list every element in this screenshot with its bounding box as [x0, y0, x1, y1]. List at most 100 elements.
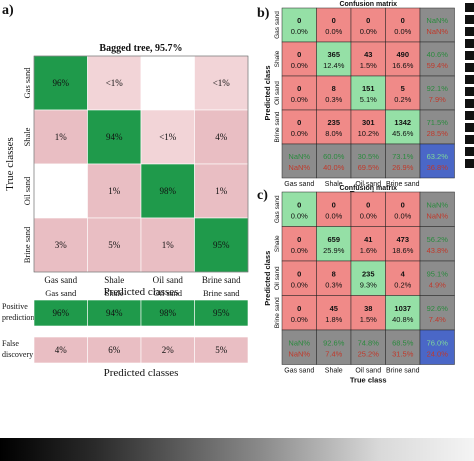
cm-c-cell-r3-c2 [350, 295, 386, 331]
summary-cell-label: 4% [55, 345, 68, 355]
summary-xtick: Shale [105, 288, 124, 298]
cm-b-cell-percent: 0.0% [325, 27, 342, 36]
cm-c-cell-r1-c1 [316, 226, 352, 262]
heatmap-a-cell-label: 5% [108, 240, 121, 250]
cm-c-ytick: Gas sand [274, 195, 281, 223]
cm-b-cell-percent: 10.2% [358, 129, 380, 138]
cm-c-cell-value: 92.6% [323, 338, 345, 347]
cm-b-cell-r1-c2 [350, 41, 386, 77]
cm-b-xtick: Oil sand [355, 181, 381, 188]
heatmap-a-cell-label: 1% [55, 132, 68, 142]
cm-b-cell-value: 60.0% [323, 152, 345, 161]
cm-c-cell-r3-c1 [316, 295, 352, 331]
cm-c-xtick: Brine sand [386, 368, 420, 375]
cm-c-ytick: Oil sand [274, 266, 281, 290]
cm-b-cell-value: 63.2% [427, 152, 449, 161]
cm-c-ytick: Shale [274, 235, 281, 252]
cm-c-cell-value: NaN% [288, 338, 310, 347]
panel-label-b: b) [257, 6, 270, 21]
cm-c-cell-value: 659 [327, 235, 340, 244]
summary-row-label: False [2, 339, 19, 348]
summary-cell-r0-c3 [194, 299, 249, 327]
cm-c-cell-percent: 18.6% [392, 246, 414, 255]
panel-label-c: c) [257, 188, 268, 203]
cm-b-cell-percent: 69.5% [358, 163, 380, 172]
cm-c-cell-value: 41 [364, 235, 372, 244]
cm-b-cell-percent: 5.1% [360, 95, 377, 104]
summary-cell-r1-c1 [87, 336, 142, 364]
cm-b-cell-percent: 0.0% [291, 95, 308, 104]
cm-b-cell-r0-c1 [316, 7, 352, 43]
cm-c-cell-value: 56.2% [427, 235, 449, 244]
summary-cell-r1-c0 [33, 336, 88, 364]
cm-c-cell-r0-c0 [281, 191, 317, 227]
cm-b-cell-value: 30.5% [358, 152, 380, 161]
cm-b-cell-percent: 1.5% [360, 61, 377, 70]
cm-c-cell-value: 473 [396, 235, 409, 244]
cm-c-cell-r1-c3 [385, 226, 421, 262]
cm-c-cell-value: 95.1% [427, 269, 449, 278]
cm-b-xtick: Gas sand [284, 181, 314, 188]
heatmap-a-cell-r2-c3 [194, 163, 249, 219]
cm-b-cell-r1-c3 [385, 41, 421, 77]
heatmap-a-cell-label: 1% [108, 186, 121, 196]
cm-c-cell-value: 0 [401, 200, 405, 209]
cm-c-cell-value: 0 [366, 200, 370, 209]
cm-b-cell-percent: 0.0% [291, 61, 308, 70]
cm-c-cell-percent: 7.4% [325, 349, 342, 358]
cm-b-cell-percent: 12.4% [323, 61, 345, 70]
cm-b-cell-percent: 0.0% [360, 27, 377, 36]
cm-b-cell-r4-c0 [281, 143, 317, 179]
cm-b-xtick: Brine sand [386, 181, 420, 188]
heatmap-a-cell-label: 4% [215, 132, 228, 142]
cm-b-cell-percent: 0.0% [394, 27, 411, 36]
cm-b-cell-percent: 36.8% [427, 163, 449, 172]
cm-c-cell-r0-c2 [350, 191, 386, 227]
cm-c-cell-r2-c2 [350, 260, 386, 296]
cm-b-xtick: Shale [325, 181, 343, 188]
cm-b-cell-value: 1342 [394, 118, 411, 127]
heatmap-a-xtick: Shale [104, 275, 124, 285]
cm-b-cell-r3-c1 [316, 109, 352, 145]
cm-c-cell-r3-c3 [385, 295, 421, 331]
cm-b-cell-value: 92.1% [427, 84, 449, 93]
heatmap-a-cell-r3-c3 [194, 217, 249, 273]
cm-b-cell-r2-c4 [419, 75, 455, 111]
cm-c-cell-value: 0 [297, 269, 301, 278]
cm-b-cell-value: 365 [327, 50, 340, 59]
heatmap-a-ytick: Brine sand [22, 226, 32, 263]
cm-c-cell-percent: 4.9% [429, 280, 446, 289]
cm-b-cell-value: 43 [364, 50, 372, 59]
cm-c-cell-r0-c3 [385, 191, 421, 227]
cm-b-cell-percent: NaN% [426, 27, 448, 36]
cm-c-cell-value: 4 [401, 269, 406, 278]
heatmap-a-cell-label: 96% [53, 78, 70, 88]
cm-b-ytick: Shale [274, 50, 281, 67]
cm-b-cell-value: 301 [362, 118, 375, 127]
heatmap-a-cell-r2-c0 [33, 163, 88, 219]
cm-c-cell-percent: 0.0% [325, 211, 342, 220]
heatmap-a-cell-r3-c2 [140, 217, 195, 273]
cm-c-cell-r4-c0 [281, 329, 317, 365]
cm-c-cell-value: NaN% [426, 200, 448, 209]
cm-b-ylabel: Predicted class [263, 65, 272, 120]
summary-xlabel: Predicted classes [104, 367, 179, 379]
cm-c-xtick: Gas sand [284, 368, 314, 375]
heatmap-a-cell-label: 1% [215, 186, 228, 196]
cm-b-cell-r0-c4 [419, 7, 455, 43]
cm-c-cell-percent: 40.8% [392, 315, 414, 324]
cm-c-cell-percent: NaN% [288, 349, 310, 358]
summary-xtick: Oil sand [153, 288, 182, 298]
heatmap-a-cell-label: <1% [213, 78, 231, 88]
cm-b-cell-r3-c4 [419, 109, 455, 145]
heatmap-a-ytick: Shale [22, 127, 32, 146]
summary-cell-r0-c1 [87, 299, 142, 327]
cm-b-cell-value: 151 [362, 84, 375, 93]
cm-b-cell-r2-c0 [281, 75, 317, 111]
cm-b-ytick: Oil sand [274, 81, 281, 105]
heatmap-a-xtick: Brine sand [202, 275, 241, 285]
cm-b-cell-percent: 0.0% [291, 27, 308, 36]
cm-b-cell-percent: 0.3% [325, 95, 342, 104]
cm-b-cell-percent: 7.9% [429, 95, 446, 104]
